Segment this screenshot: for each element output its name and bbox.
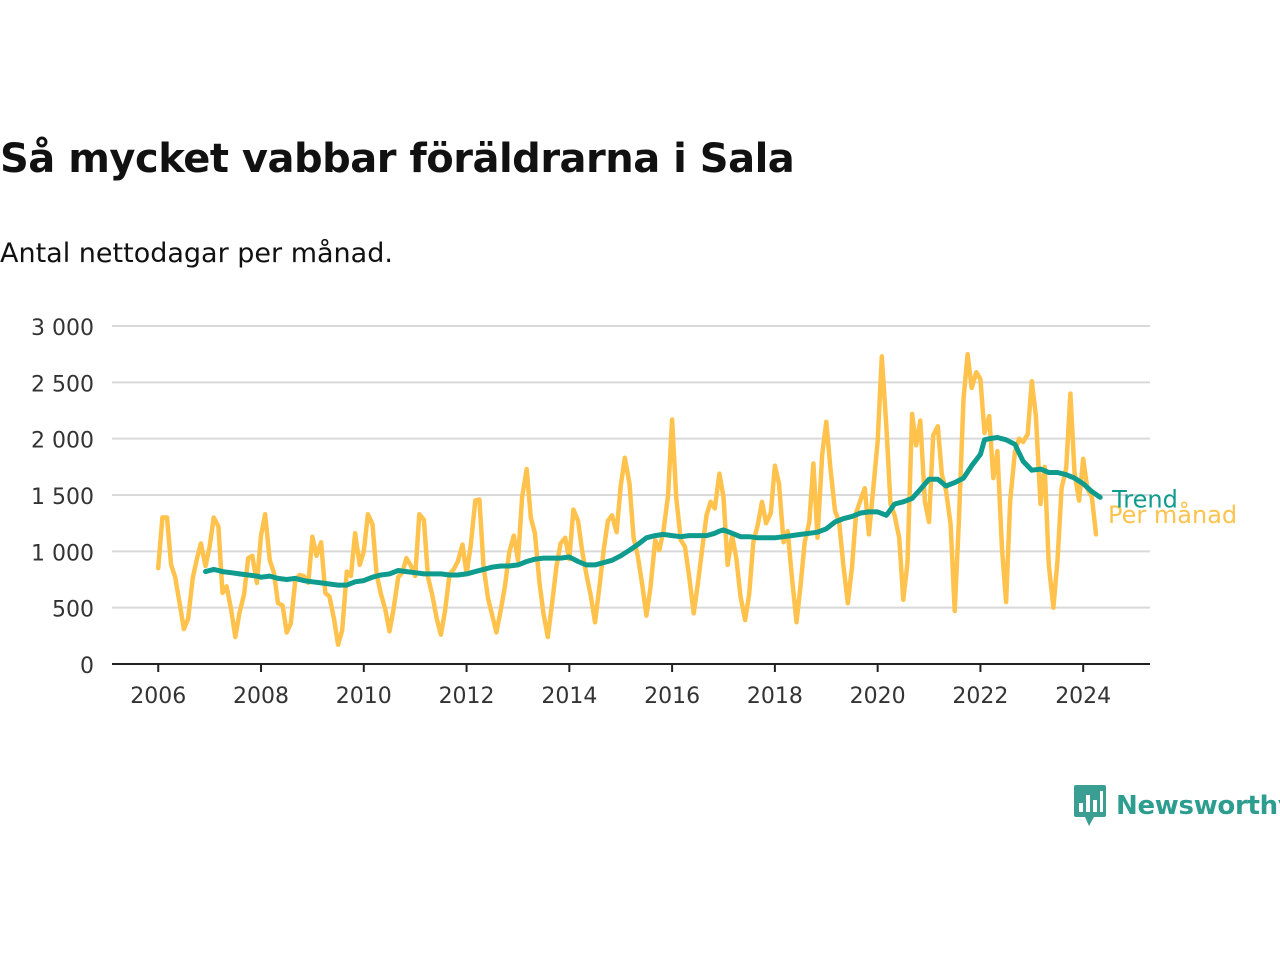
y-tick-label: 2 000	[31, 429, 94, 454]
series-line-per-manad	[155, 351, 1099, 648]
x-tick-label: 2014	[541, 684, 597, 709]
x-tick-label: 2016	[644, 684, 700, 709]
chart-subtitle: Antal nettodagar per månad.	[0, 238, 393, 269]
x-tick-label: 2008	[233, 684, 289, 709]
y-tick-label: 3 000	[31, 316, 94, 341]
x-tick-label: 2020	[850, 684, 906, 709]
x-tick-label: 2018	[747, 684, 803, 709]
brand-name: Newsworthy	[1116, 791, 1280, 821]
x-tick-label: 2010	[336, 684, 392, 709]
newsworthy-logo: Newsworthy	[1072, 784, 1280, 828]
series-lines	[155, 351, 1103, 648]
y-tick-label: 2 500	[31, 372, 94, 397]
y-tick-label: 1 000	[31, 541, 94, 566]
chart-title: Så mycket vabbar föräldrarna i Sala	[0, 136, 795, 182]
y-tick-label: 0	[80, 654, 94, 679]
x-tick-label: 2022	[952, 684, 1008, 709]
y-tick-label: 500	[52, 598, 94, 623]
series-label-trend: Trend	[1111, 485, 1178, 513]
newsworthy-logo-icon	[1074, 785, 1106, 826]
series-line-trend	[203, 435, 1103, 588]
series-label-per-manad: Per månad	[1108, 500, 1237, 529]
x-tick-label: 2006	[130, 684, 186, 709]
x-tick-label: 2012	[439, 684, 495, 709]
x-tick-label: 2024	[1055, 684, 1111, 709]
y-axis-ticks: 0 500 1 000 1 500 2 000 2 500 3 000	[31, 316, 94, 679]
x-axis-ticks: 2006 2008 2010 2012 2014 2016 2018 2020 2022 2024	[130, 664, 1111, 709]
y-tick-label: 1 500	[31, 485, 94, 510]
